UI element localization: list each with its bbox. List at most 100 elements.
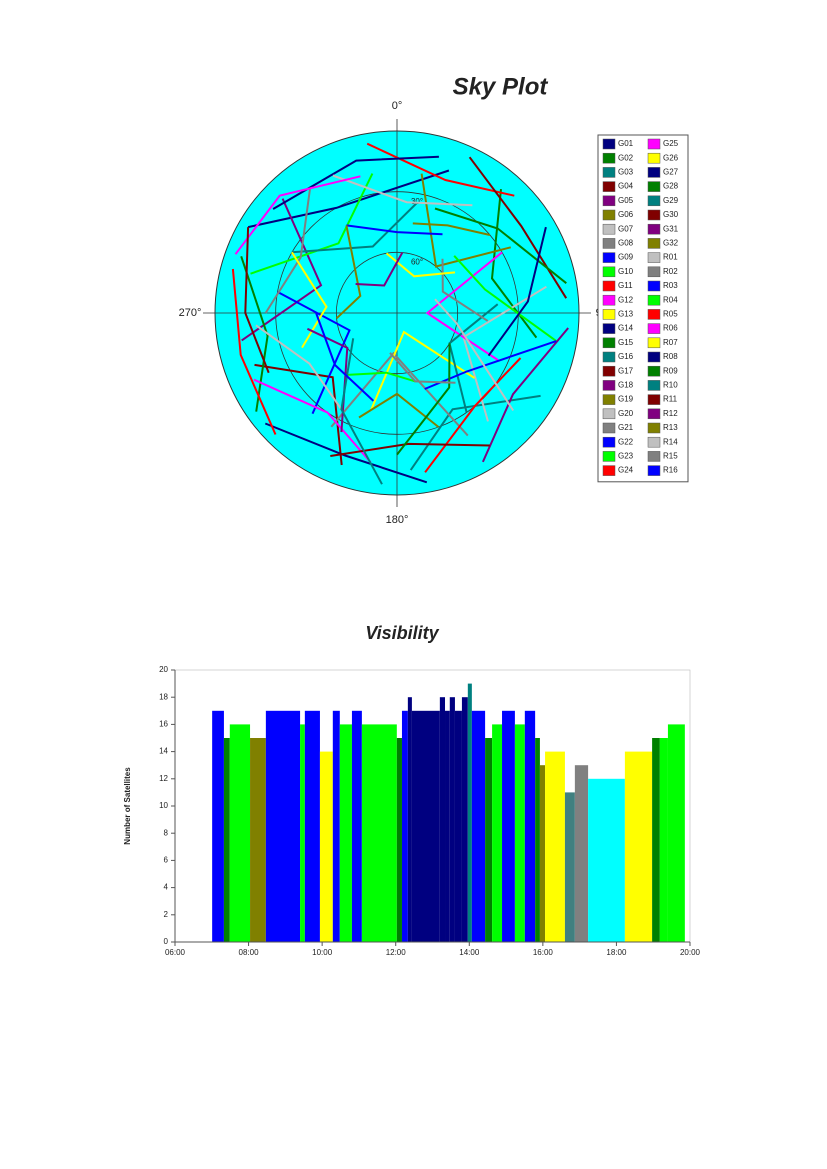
satellite-track xyxy=(330,442,490,457)
y-axis-label: Number of Satellites xyxy=(123,767,132,845)
y-tick-label: 0 xyxy=(164,937,169,946)
y-tick-label: 14 xyxy=(159,747,168,756)
legend-swatch xyxy=(602,337,616,349)
elevation-label: 30° xyxy=(411,197,423,206)
legend-swatch xyxy=(602,351,616,363)
legend-label: G17 xyxy=(618,366,634,375)
legend-label: R07 xyxy=(663,338,678,347)
satellite-track xyxy=(468,156,568,299)
azimuth-label: 270° xyxy=(179,307,202,319)
satellite-track xyxy=(340,338,383,485)
bar xyxy=(624,751,653,942)
bar xyxy=(492,724,503,942)
x-tick-label: 06:00 xyxy=(165,948,186,957)
legend-label: G15 xyxy=(618,338,634,347)
bar xyxy=(467,683,472,942)
y-tick-label: 20 xyxy=(159,665,168,674)
visibility-title: Visibility xyxy=(365,623,439,643)
legend-label: G14 xyxy=(618,324,634,333)
x-tick-label: 18:00 xyxy=(606,948,627,957)
legend-label: G22 xyxy=(618,437,634,446)
satellite-track xyxy=(272,155,439,210)
legend-label: G29 xyxy=(663,196,679,205)
y-tick-label: 6 xyxy=(164,856,169,865)
legend-label: R13 xyxy=(663,423,678,432)
legend-swatch xyxy=(602,152,616,164)
legend-swatch xyxy=(647,238,661,249)
legend-swatch xyxy=(647,465,661,476)
satellite-track xyxy=(396,343,451,456)
legend-swatch xyxy=(647,266,661,278)
bar xyxy=(564,792,575,942)
satellite-track xyxy=(254,363,343,466)
satellite-track xyxy=(481,327,569,463)
legend-label: G23 xyxy=(618,452,634,461)
legend-swatch xyxy=(602,223,616,235)
legend-swatch xyxy=(647,223,661,235)
bar xyxy=(471,710,486,942)
bar xyxy=(319,751,333,942)
satellite-track xyxy=(250,173,374,275)
legend-swatch xyxy=(647,181,661,192)
legend-swatch xyxy=(647,337,661,349)
legend-swatch xyxy=(602,138,616,150)
y-tick-label: 2 xyxy=(164,910,169,919)
satellite-track xyxy=(385,252,456,278)
bar xyxy=(524,710,536,942)
legend-label: G08 xyxy=(618,239,634,248)
legend-label: G24 xyxy=(618,466,634,475)
legend-label: G06 xyxy=(618,210,634,219)
satellite-track xyxy=(358,392,440,428)
legend-label: G16 xyxy=(618,352,634,361)
satellite-track xyxy=(441,258,489,322)
legend-swatch xyxy=(602,280,616,292)
satellite-track xyxy=(335,225,362,320)
legend-swatch xyxy=(602,266,616,278)
legend-swatch xyxy=(647,394,661,405)
satellite-track xyxy=(490,188,538,339)
legend-label: R08 xyxy=(663,352,678,361)
legend-label: G11 xyxy=(618,281,633,290)
sky-plot-title: Sky Plot xyxy=(453,73,549,100)
legend-label: R14 xyxy=(663,437,678,446)
bar xyxy=(250,738,266,942)
satellite-track xyxy=(424,340,557,390)
satellite-track xyxy=(255,324,343,410)
y-tick-label: 10 xyxy=(159,801,168,810)
bar xyxy=(351,710,362,942)
bar xyxy=(514,724,525,942)
x-tick-label: 16:00 xyxy=(533,948,554,957)
legend-swatch xyxy=(647,323,661,334)
x-tick-label: 10:00 xyxy=(312,948,333,957)
legend-swatch xyxy=(602,394,616,405)
legend-swatch xyxy=(647,280,661,292)
legend-label: G18 xyxy=(618,381,634,390)
satellite-track xyxy=(425,251,503,361)
bar xyxy=(502,710,515,942)
satellite-track xyxy=(366,142,515,197)
satellite-track xyxy=(240,255,269,412)
legend-label: R03 xyxy=(663,281,678,290)
satellite-track xyxy=(453,255,557,342)
satellite-track xyxy=(389,352,456,384)
legend-label: G32 xyxy=(663,239,679,248)
bar xyxy=(667,724,685,942)
legend-label: G21 xyxy=(618,423,634,432)
bar xyxy=(339,724,352,942)
legend-swatch xyxy=(647,138,661,150)
legend-swatch xyxy=(602,436,616,448)
legend-label: R06 xyxy=(663,324,678,333)
satellite-track xyxy=(412,222,491,236)
satellite-track xyxy=(264,188,311,314)
legend-swatch xyxy=(647,152,661,164)
legend-label: G13 xyxy=(618,310,634,319)
x-tick-label: 20:00 xyxy=(680,948,701,957)
legend-swatch xyxy=(647,167,661,178)
legend-swatch xyxy=(647,436,661,448)
bar xyxy=(229,724,251,942)
satellite-track xyxy=(241,198,323,342)
azimuth-label: 0° xyxy=(392,100,403,112)
x-tick-label: 08:00 xyxy=(239,948,260,957)
